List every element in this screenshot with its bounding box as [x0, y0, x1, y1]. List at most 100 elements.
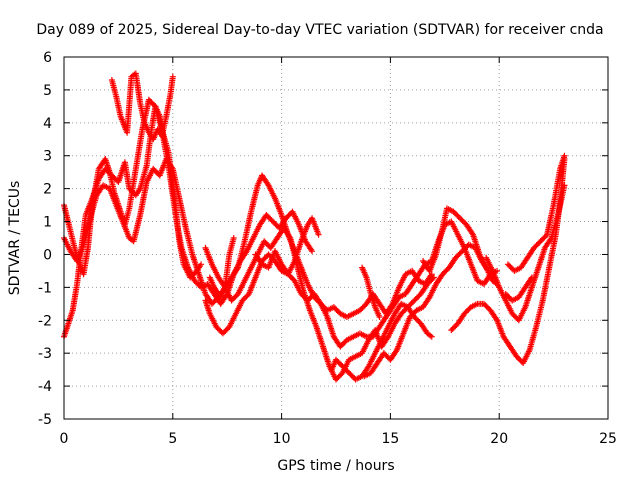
data-point	[532, 243, 539, 250]
data-point	[145, 96, 152, 103]
data-point	[210, 299, 217, 306]
data-point	[430, 274, 437, 281]
data-point	[504, 292, 511, 299]
data-point	[383, 352, 390, 359]
series-track-4	[61, 156, 435, 320]
data-point	[333, 356, 339, 363]
data-point	[415, 317, 422, 324]
data-point	[336, 372, 343, 379]
data-point	[191, 277, 198, 284]
data-point	[456, 250, 463, 257]
data-point	[537, 238, 544, 245]
data-point	[151, 167, 158, 174]
data-point	[465, 306, 472, 313]
data-point	[195, 281, 202, 288]
data-point	[212, 296, 219, 303]
data-point	[230, 235, 237, 241]
series-track-14	[483, 182, 568, 324]
data-point	[513, 314, 520, 321]
data-point	[111, 175, 118, 182]
plot-frame	[63, 56, 609, 420]
y-tick-label: 4	[43, 116, 52, 132]
series-track-12	[420, 205, 501, 288]
data-point	[439, 271, 446, 278]
data-point	[104, 168, 111, 175]
data-point	[128, 188, 135, 195]
data-point	[148, 99, 155, 106]
data-point	[346, 369, 353, 376]
data-point	[463, 308, 470, 315]
data-point	[358, 306, 365, 313]
data-point	[509, 310, 516, 317]
data-point	[304, 297, 311, 304]
data-point	[333, 306, 340, 313]
data-point	[410, 298, 417, 305]
series-track-6	[206, 235, 237, 301]
data-point	[411, 313, 418, 320]
data-point	[356, 307, 363, 314]
data-point	[528, 274, 535, 281]
data-point	[149, 100, 156, 107]
data-point	[127, 186, 134, 193]
data-point	[154, 169, 161, 176]
data-point	[110, 173, 117, 180]
data-point	[462, 309, 469, 316]
data-point	[228, 297, 235, 304]
data-point	[298, 290, 305, 297]
data-point	[531, 244, 538, 251]
data-point	[150, 165, 157, 172]
data-point	[459, 248, 466, 255]
data-point	[108, 172, 115, 179]
data-point	[213, 323, 220, 330]
y-tick-label: -2	[38, 313, 52, 329]
chart-title: Day 089 of 2025, Sidereal Day-to-day VTE…	[36, 22, 603, 38]
data-point	[300, 293, 307, 300]
data-point	[215, 326, 222, 333]
data-point	[398, 310, 405, 317]
data-point	[348, 372, 355, 379]
series-track-11	[359, 264, 383, 320]
data-point	[408, 300, 415, 307]
data-point	[480, 300, 487, 307]
y-tick-label: -3	[38, 346, 52, 362]
data-point	[239, 297, 246, 304]
data-point	[286, 211, 293, 218]
data-point	[443, 267, 450, 274]
data-point	[510, 312, 517, 319]
data-point	[450, 324, 457, 331]
data-point	[208, 300, 215, 307]
data-point	[263, 211, 270, 218]
data-point	[460, 246, 467, 253]
data-point	[400, 308, 407, 315]
data-point	[413, 316, 420, 323]
y-tick-label: 0	[43, 247, 52, 263]
data-point	[341, 339, 348, 346]
data-point	[334, 358, 341, 365]
data-point	[240, 296, 247, 303]
data-point	[264, 213, 271, 220]
data-point	[453, 211, 460, 218]
data-point	[299, 292, 306, 299]
data-point	[112, 176, 119, 183]
data-point	[514, 354, 521, 361]
data-point	[429, 275, 436, 282]
data-point	[211, 298, 218, 305]
data-point	[343, 367, 350, 374]
data-point	[461, 245, 468, 252]
y-tick-label: 5	[43, 83, 52, 99]
data-point	[265, 214, 272, 221]
data-point	[411, 297, 418, 304]
data-point	[339, 363, 346, 370]
data-point	[442, 268, 449, 275]
series-track-16	[502, 274, 535, 304]
data-point	[306, 296, 313, 303]
data-point	[267, 215, 274, 222]
data-point	[231, 294, 238, 301]
data-point	[541, 234, 548, 241]
data-point	[242, 294, 249, 301]
data-point	[336, 360, 343, 367]
data-point	[382, 351, 389, 358]
data-point	[147, 98, 154, 105]
data-point	[330, 304, 337, 311]
